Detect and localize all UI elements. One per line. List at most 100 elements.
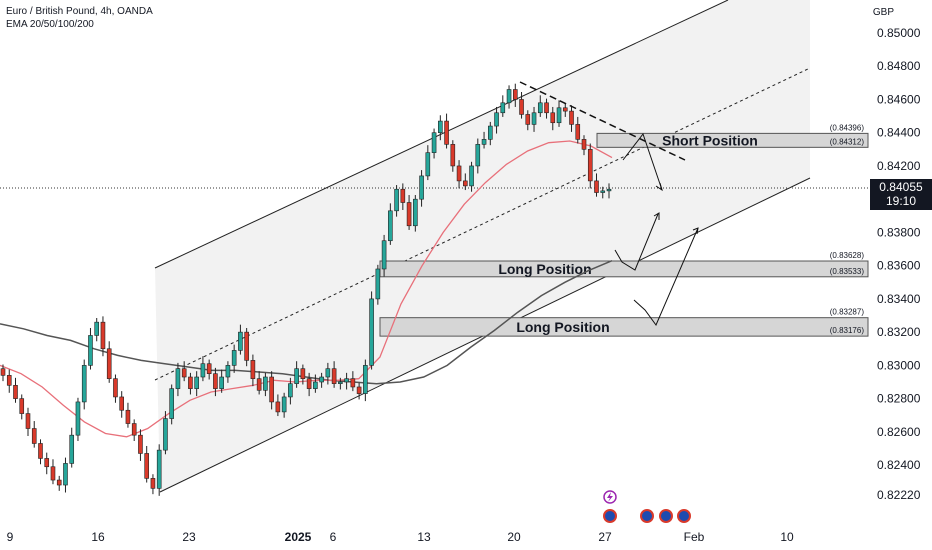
arrow-up-icon (692, 227, 699, 235)
candle-body (394, 188, 399, 212)
economic-event-icon[interactable] (640, 509, 654, 523)
y-tick-label: 0.83800 (877, 225, 921, 239)
x-tick-label: 20 (507, 530, 521, 544)
candle-body (450, 144, 456, 167)
candle-body (463, 180, 468, 187)
candle-body (550, 112, 556, 124)
zone-label: Short Position (662, 132, 758, 148)
candle-body (350, 378, 356, 388)
candle-body (506, 89, 512, 104)
candle-body (69, 434, 75, 464)
x-tick-label: 13 (417, 530, 431, 544)
candle-body (156, 449, 162, 489)
last-price-tag: 0.84055 19:10 (870, 179, 932, 210)
channel-midline[interactable] (154, 67, 811, 381)
candle-body (444, 120, 449, 145)
candle-body (63, 463, 68, 486)
candle-body (500, 102, 506, 114)
economic-event-icon[interactable] (659, 509, 673, 523)
y-tick-label: 0.82400 (877, 458, 921, 472)
candle-body (519, 99, 524, 115)
zone-label: Long Position (516, 319, 609, 335)
x-tick-label: 6 (330, 530, 337, 544)
candle-body (300, 368, 306, 379)
candle-body (306, 378, 312, 389)
y-tick-label: 0.82800 (877, 392, 921, 406)
candle-body (438, 120, 443, 134)
lightning-bolt-icon (607, 492, 613, 502)
long-projection-path-2[interactable] (633, 227, 699, 326)
arrow-down-icon (655, 182, 663, 192)
channel-upper-line[interactable] (154, 0, 729, 269)
arrow-up-icon (653, 212, 660, 220)
candle-body (600, 190, 606, 193)
candle-body (338, 381, 343, 384)
x-tick-label: 16 (91, 530, 105, 544)
candle-body (562, 107, 568, 112)
candle-body (125, 409, 131, 424)
candle-body (6, 375, 12, 386)
candle-body (0, 368, 6, 376)
candle-body (19, 398, 25, 414)
candle-body (119, 396, 125, 411)
candle-body (400, 188, 406, 203)
candle-body (181, 368, 187, 378)
y-tick-label: 0.85000 (877, 26, 921, 40)
candle-body (537, 102, 543, 114)
candle-body (325, 368, 331, 378)
candle-body (606, 188, 612, 192)
candle-body (256, 378, 262, 391)
candle-body (188, 376, 193, 389)
candle-body (413, 198, 418, 227)
long-projection-path-1[interactable] (614, 213, 659, 271)
ema-fast-line[interactable] (0, 140, 613, 438)
candle-body (144, 453, 149, 479)
economic-event-icon[interactable] (677, 509, 691, 523)
x-tick-label: 2025 (285, 530, 312, 544)
candle-body (406, 202, 412, 227)
candle-body (288, 383, 293, 398)
economic-event-icon[interactable] (603, 509, 617, 523)
candle-body (331, 368, 337, 384)
candle-body (269, 376, 274, 403)
candle-body (31, 428, 37, 444)
candle-body (175, 368, 181, 389)
candle-body (225, 365, 231, 378)
candle-body (113, 378, 118, 398)
ema-slow-line[interactable] (0, 260, 613, 385)
candle-body (163, 418, 168, 451)
y-tick-label: 0.83200 (877, 325, 921, 339)
candle-body (131, 423, 137, 436)
candle-body (81, 365, 87, 403)
x-tick-label: 27 (598, 530, 612, 544)
candle-body (38, 443, 43, 459)
candle-body (13, 385, 18, 399)
candle-body (263, 376, 268, 391)
zone-top-value: (0.84396) (830, 123, 865, 132)
candle-body (575, 124, 581, 140)
zone-bottom-value: (0.83533) (830, 267, 865, 276)
indicator-label[interactable]: EMA 20/50/100/200 (6, 19, 94, 30)
zone-box[interactable] (596, 132, 869, 148)
y-tick-label: 0.83400 (877, 292, 921, 306)
candle-body (525, 114, 531, 125)
y-tick-label: 0.83000 (877, 358, 921, 372)
channel-fill (155, 0, 810, 492)
candle-body (569, 110, 574, 125)
zone-label: Long Position (498, 261, 591, 277)
candle-body (219, 376, 224, 389)
bar-countdown: 19:10 (885, 194, 917, 208)
x-tick-label: Feb (684, 530, 705, 544)
candle-body (56, 479, 62, 486)
candle-body (169, 388, 174, 419)
short-projection-path[interactable] (622, 132, 663, 191)
candle-body (206, 363, 212, 374)
resistance-dashed-line[interactable] (519, 81, 686, 161)
y-tick-label: 0.84200 (877, 159, 921, 173)
candle-body (231, 350, 237, 366)
candle-body (556, 107, 562, 124)
y-tick-label: 0.84600 (877, 92, 921, 106)
x-tick-label: 10 (780, 530, 794, 544)
zone-box[interactable] (379, 317, 869, 337)
